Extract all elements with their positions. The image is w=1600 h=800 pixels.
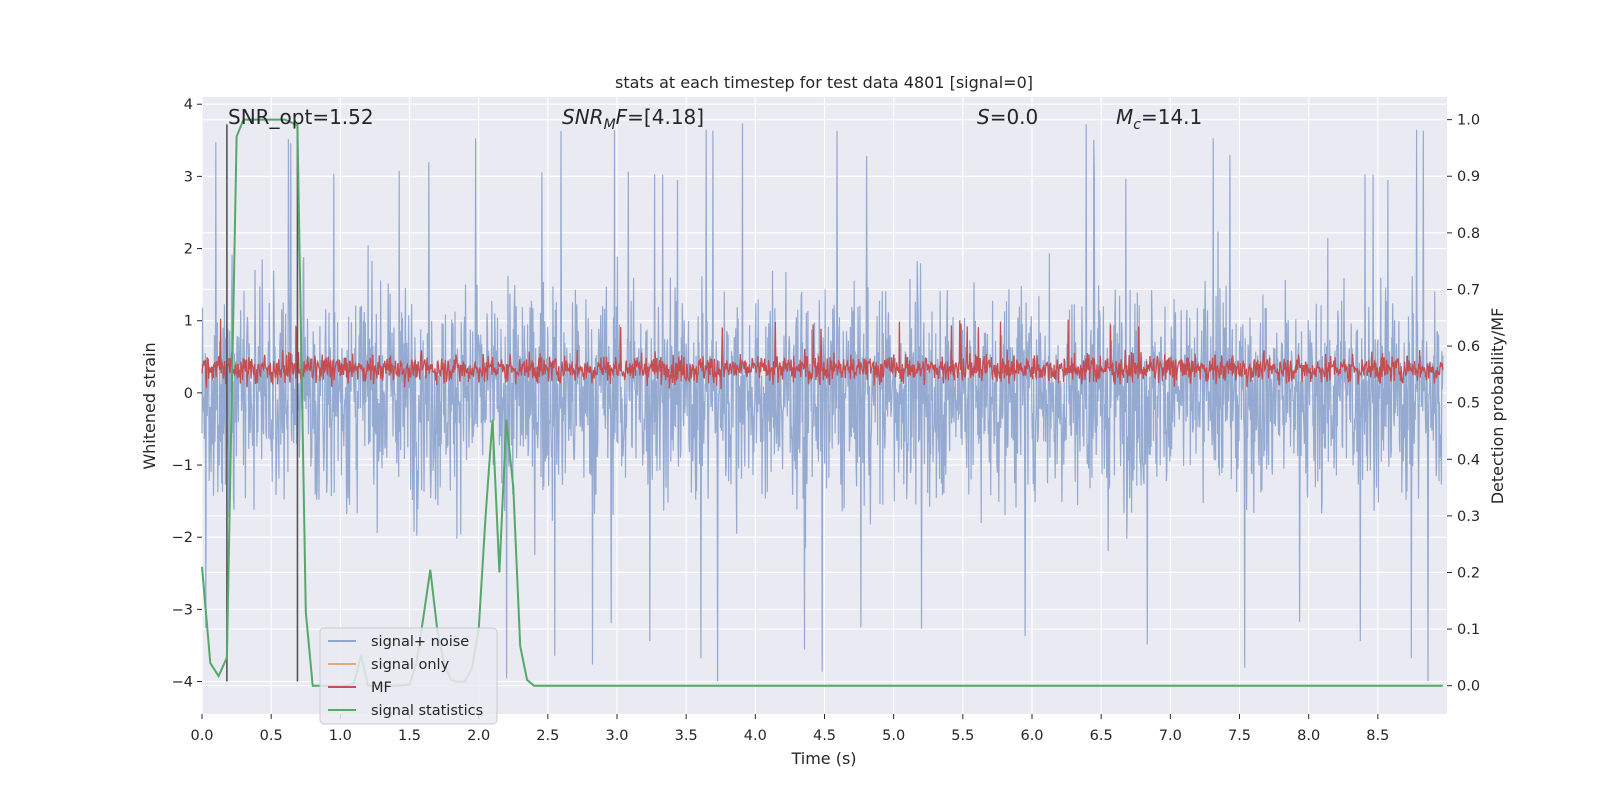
legend-label-signal-noise: signal+ noise: [371, 634, 469, 650]
legend-label-signal-statistics: signal statistics: [371, 703, 483, 719]
y-tick-label: −3: [172, 602, 193, 618]
x-tick-label: 4.0: [744, 728, 767, 744]
legend-label-signal-only: signal only: [371, 657, 450, 673]
mc-subscript: c: [1133, 117, 1141, 133]
x-tick-label: 2.5: [536, 728, 559, 744]
y2-tick-label: 0.8: [1457, 226, 1480, 242]
y2-tick-label: 0.3: [1457, 509, 1480, 525]
y-tick-label: 0: [184, 386, 193, 402]
y2-tick-label: 0.0: [1457, 679, 1480, 695]
x-tick-label: 0.0: [190, 728, 213, 744]
y-tick-label: −2: [172, 530, 193, 546]
snr-mf-symbol: SNR: [562, 105, 604, 129]
y2-tick-label: 0.5: [1457, 396, 1480, 412]
x-tick-label: 7.0: [1159, 728, 1182, 744]
y2-tick-label: 1.0: [1457, 113, 1480, 129]
mc-value: =14.1: [1141, 105, 1202, 129]
x-tick-label: 3.0: [605, 728, 628, 744]
y2-axis-label: Detection probability/MF: [1488, 308, 1507, 505]
x-tick-label: 6.5: [1090, 728, 1113, 744]
x-tick-label: 5.0: [882, 728, 905, 744]
y-tick-label: 1: [184, 314, 193, 330]
s-symbol: S: [977, 105, 990, 129]
s-value: =0.0: [990, 105, 1039, 129]
x-tick-label: 8.5: [1366, 728, 1389, 744]
annotation-snr-mf: SNRMF=[4.18]: [562, 105, 704, 133]
series-layer: [201, 118, 1444, 687]
chart-title: stats at each timestep for test data 480…: [615, 73, 1033, 92]
snr-mf-subscript: M: [604, 117, 616, 133]
legend-label-mf: MF: [371, 680, 392, 696]
y-tick-label: 2: [184, 242, 193, 258]
annotation-s: S=0.0: [977, 105, 1038, 129]
annotation-mc: Mc=14.1: [1116, 105, 1202, 133]
series-mf: [201, 318, 1444, 390]
y-axis-label: Whitened strain: [140, 342, 159, 469]
series-signal-noise: [201, 123, 1444, 682]
x-tick-label: 1.0: [329, 728, 352, 744]
x-tick-label: 0.5: [260, 728, 283, 744]
y-tick-label: −4: [172, 675, 193, 691]
legend: signal+ noise signal only MF signal stat…: [319, 627, 498, 725]
x-tick-label: 1.5: [398, 728, 421, 744]
y2-tick-label: 0.2: [1457, 565, 1480, 581]
y2-tick-label: 0.4: [1457, 452, 1480, 468]
y-tick-label: 3: [184, 169, 193, 185]
x-tick-label: 3.5: [675, 728, 698, 744]
x-tick-label: 2.0: [467, 728, 490, 744]
y-tick-label: 4: [184, 97, 193, 113]
x-tick-label: 5.5: [951, 728, 974, 744]
y-tick-label: −1: [172, 458, 193, 474]
y2-tick-label: 0.7: [1457, 282, 1480, 298]
snr-mf-value: =[4.18]: [627, 105, 704, 129]
x-tick-label: 6.0: [1020, 728, 1043, 744]
x-axis-label: Time (s): [790, 749, 856, 768]
y2-tick-label: 0.9: [1457, 169, 1480, 185]
y2-tick-label: 0.1: [1457, 622, 1480, 638]
legend-box: [319, 627, 498, 725]
snr-mf-symbol-2: F: [616, 105, 628, 129]
annotation-snr-opt: SNR_opt=1.52: [228, 105, 374, 129]
x-tick-label: 7.5: [1228, 728, 1251, 744]
y2-tick-label: 0.6: [1457, 339, 1480, 355]
series-signal-statistics: [201, 118, 1443, 687]
mc-symbol: M: [1116, 105, 1133, 129]
axes-layer: 0.0 0.5 1.0 1.5 2.0 2.5 3.0 3.5 4.0 4.5 5.0 5.5 6.0 6…: [172, 97, 1480, 744]
x-tick-label: 4.5: [813, 728, 836, 744]
x-tick-label: 8.0: [1297, 728, 1320, 744]
